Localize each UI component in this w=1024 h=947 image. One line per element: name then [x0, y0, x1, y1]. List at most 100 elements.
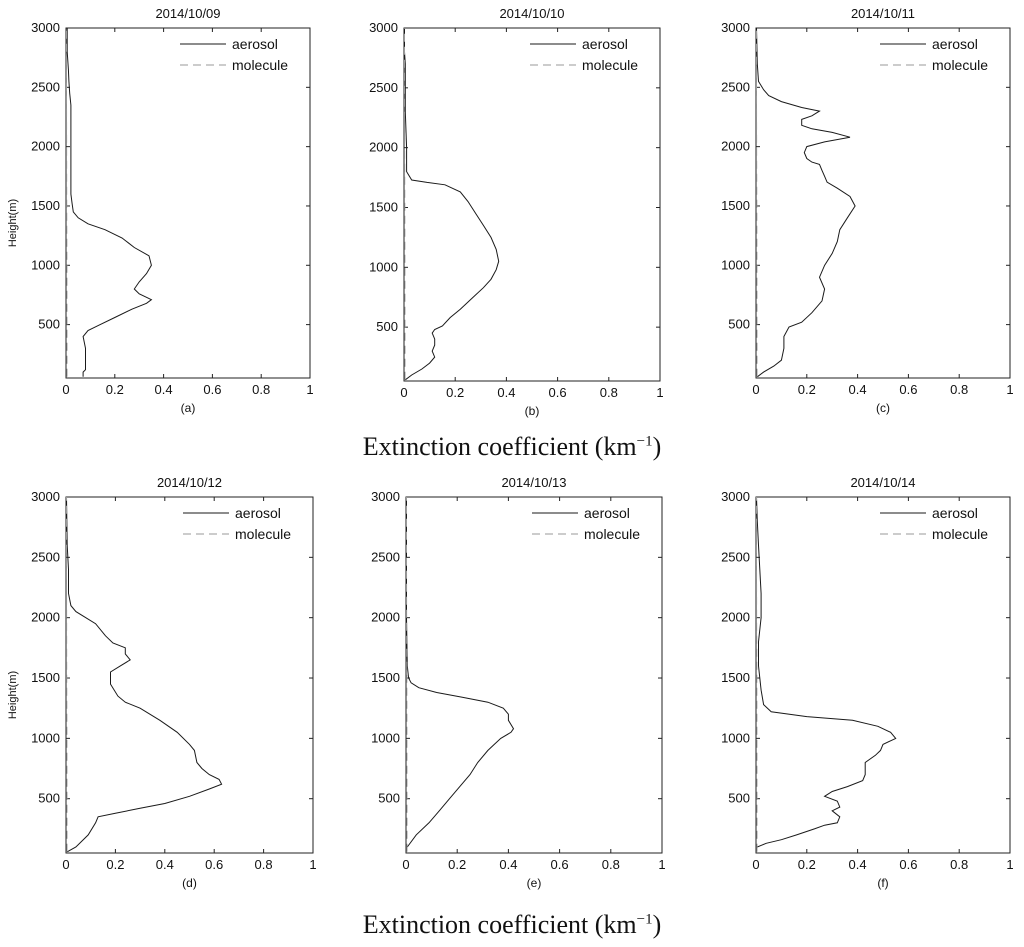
shared-x-axis-label-bottom: Extinction coefficient (km−1): [362, 910, 662, 939]
x-tick-label: 0.2: [798, 382, 816, 397]
chart-title: 2014/10/12: [157, 475, 222, 490]
x-tick-label: 0.8: [602, 857, 620, 872]
y-tick-label: 500: [376, 319, 398, 334]
panel-caption: (b): [525, 404, 540, 418]
x-tick-label: 0.8: [252, 382, 270, 397]
series-molecule-line: [66, 497, 68, 852]
plot-frame: [755, 27, 1011, 379]
y-tick-label: 3000: [721, 20, 750, 35]
y-tick-label: 3000: [31, 489, 60, 504]
y-tick-label: 1500: [369, 199, 398, 214]
y-tick-label: 2500: [369, 80, 398, 95]
shared-x-axis-label-top: Extinction coefficient (km−1): [362, 432, 662, 461]
x-tick-label: 1: [658, 857, 665, 872]
x-tick-label: 0.8: [600, 385, 618, 400]
legend-aerosol-label: aerosol: [232, 36, 278, 52]
y-tick-label: 2000: [31, 139, 60, 154]
plot-frame: [403, 27, 661, 382]
legend-aerosol-label: aerosol: [932, 505, 978, 521]
chart-panel-6: 2014/10/140 0.2 0.4 0.6 0.8 15001000150020002…: [721, 475, 1014, 890]
plot-frame: [65, 27, 311, 379]
y-tick-label: 500: [38, 791, 60, 806]
x-tick-label: 0.2: [106, 382, 124, 397]
panel-caption: (d): [182, 876, 197, 890]
legend-molecule-label: molecule: [232, 57, 288, 73]
y-axis-label: Height(m): [7, 671, 19, 719]
x-tick-label: 0.6: [899, 857, 917, 872]
panel-caption: (a): [181, 401, 196, 415]
y-tick-label: 2500: [31, 549, 60, 564]
chart-title: 2014/10/13: [501, 475, 566, 490]
y-tick-label: 500: [378, 791, 400, 806]
chart-title: 2014/10/14: [850, 475, 915, 490]
y-tick-label: 500: [728, 317, 750, 332]
y-tick-label: 1000: [721, 257, 750, 272]
y-tick-label: 2000: [31, 610, 60, 625]
chart-title: 2014/10/11: [851, 6, 915, 21]
y-tick-label: 3000: [31, 20, 60, 35]
y-tick-label: 2500: [371, 549, 400, 564]
panel-caption: (e): [527, 876, 542, 890]
x-tick-label: 0.2: [446, 385, 464, 400]
plot-frame: [65, 496, 314, 854]
chart-title: 2014/10/10: [499, 6, 564, 21]
plot-frame: [405, 496, 663, 854]
series-molecule-line: [66, 28, 68, 377]
x-tick-label: 0: [62, 857, 69, 872]
y-tick-label: 3000: [721, 489, 750, 504]
x-tick-label: 0: [752, 382, 759, 397]
x-tick-label: 1: [306, 382, 313, 397]
legend-molecule-label: molecule: [932, 57, 988, 73]
y-tick-label: 1500: [721, 670, 750, 685]
x-tick-label: 1: [1006, 857, 1013, 872]
legend-aerosol-label: aerosol: [235, 505, 281, 521]
x-tick-label: 1: [656, 385, 663, 400]
y-tick-label: 1000: [369, 259, 398, 274]
x-tick-label: 0.4: [155, 382, 173, 397]
legend-molecule-label: molecule: [582, 57, 638, 73]
y-tick-label: 2000: [371, 610, 400, 625]
y-tick-label: 2000: [369, 140, 398, 155]
legend-molecule-label: molecule: [584, 526, 640, 542]
y-tick-label: 1500: [721, 198, 750, 213]
x-tick-label: 0.8: [950, 857, 968, 872]
x-tick-label: 0.4: [849, 382, 867, 397]
x-tick-label: 0.6: [549, 385, 567, 400]
x-tick-label: 0.2: [106, 857, 124, 872]
chart-panel-1: 2014/10/090 0.2 0.4 0.6 0.8 15001000150020002…: [7, 6, 314, 415]
y-tick-label: 2500: [31, 79, 60, 94]
x-tick-label: 0.4: [499, 857, 517, 872]
y-tick-label: 1500: [31, 198, 60, 213]
legend-molecule-label: molecule: [932, 526, 988, 542]
chart-panel-5: 2014/10/130 0.2 0.4 0.6 0.8 15001000150020002…: [371, 475, 666, 890]
legend-molecule-label: molecule: [235, 526, 291, 542]
series-molecule-line: [756, 497, 758, 852]
series-molecule-line: [756, 28, 758, 377]
x-tick-label: 0.6: [899, 382, 917, 397]
x-tick-label: 0.8: [255, 857, 273, 872]
x-tick-label: 0.4: [156, 857, 174, 872]
series-aerosol-line: [66, 496, 223, 853]
panel-caption: (f): [877, 876, 888, 890]
chart-panel-2: 2014/10/100 0.2 0.4 0.6 0.8 15001000150020002…: [369, 6, 664, 418]
y-tick-label: 2500: [721, 549, 750, 564]
series-molecule-line: [406, 497, 408, 852]
panel-caption: (c): [876, 401, 890, 415]
x-tick-label: 1: [1006, 382, 1013, 397]
y-tick-label: 1000: [31, 257, 60, 272]
y-tick-label: 500: [38, 317, 60, 332]
x-tick-label: 0: [62, 382, 69, 397]
x-tick-label: 0.2: [448, 857, 466, 872]
x-tick-label: 0.8: [950, 382, 968, 397]
plot-frame: [755, 496, 1011, 854]
y-tick-label: 2000: [721, 139, 750, 154]
x-tick-label: 0.6: [203, 382, 221, 397]
x-tick-label: 0.6: [551, 857, 569, 872]
chart-title: 2014/10/09: [155, 6, 220, 21]
y-tick-label: 1500: [31, 670, 60, 685]
x-tick-label: 0.4: [497, 385, 515, 400]
legend-aerosol-label: aerosol: [584, 505, 630, 521]
x-tick-label: 0: [402, 857, 409, 872]
chart-panel-4: 2014/10/120 0.2 0.4 0.6 0.8 15001000150020002…: [7, 475, 317, 890]
